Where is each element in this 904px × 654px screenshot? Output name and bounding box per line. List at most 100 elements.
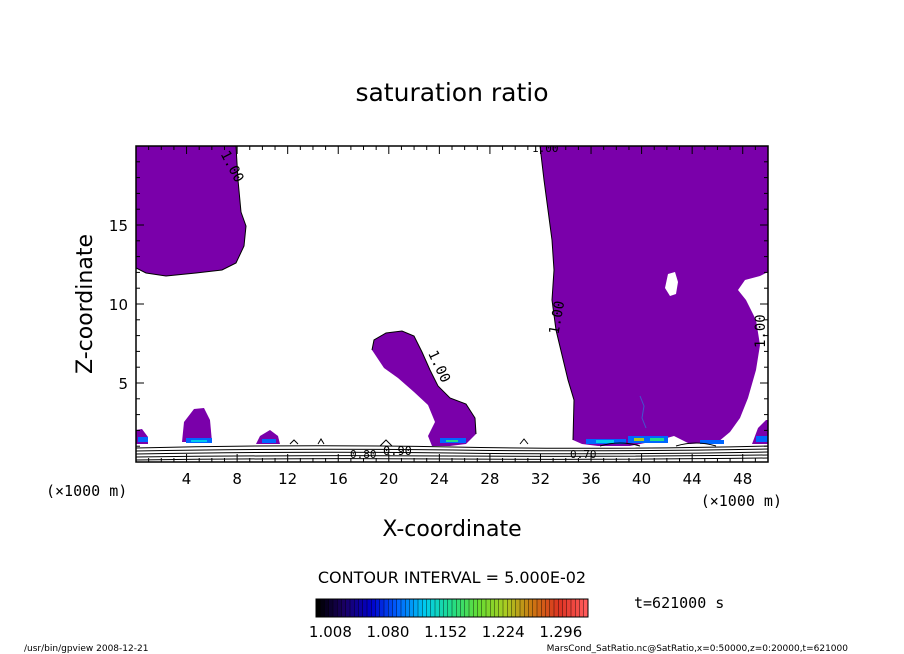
contour-edges — [136, 146, 647, 441]
x-tick-label: 44 — [683, 470, 702, 488]
colorbar-cell — [520, 599, 525, 617]
saturated-region-bump — [182, 408, 212, 442]
colorbar-cell — [328, 599, 334, 617]
colorbar-cell — [439, 599, 444, 617]
colorbar-cell — [554, 599, 559, 617]
colorbar-cell — [401, 599, 406, 617]
contour-label: 1.00 — [753, 314, 769, 348]
x-tick-label: 28 — [480, 470, 499, 488]
colorbar-cell — [469, 599, 474, 617]
colorbar-tick-label: 1.008 — [309, 623, 352, 641]
colorbar-cell — [562, 599, 568, 617]
colorbar-cell — [473, 599, 478, 617]
colorbar-cell — [515, 599, 521, 617]
colorbar-cell — [575, 599, 580, 617]
colorbar-cell — [324, 599, 330, 617]
colorbar-cell — [528, 599, 534, 617]
colorbar-cell — [435, 599, 440, 617]
colorbar-cell — [541, 599, 546, 617]
colorbar-cell — [337, 599, 342, 617]
high-value-cells — [138, 436, 768, 444]
y-axis: 5 10 15 — [109, 161, 768, 447]
colorbar-cell — [537, 599, 542, 617]
colorbar-cell — [503, 599, 508, 617]
y-unit-label: (×1000 m) — [46, 482, 127, 500]
colorbar-cell — [490, 599, 495, 617]
colorbar-cell — [379, 599, 385, 617]
colorbar-cell — [549, 599, 555, 617]
x-tick-label: 4 — [182, 470, 192, 488]
y-tick-label: 5 — [118, 375, 128, 393]
x-tick-label: 20 — [379, 470, 398, 488]
x-tick-label: 36 — [581, 470, 600, 488]
colorbar-tick-label: 1.152 — [424, 623, 467, 641]
colorbar-cell — [358, 599, 364, 617]
colorbar-cell — [422, 599, 427, 617]
colorbar-cell — [371, 599, 376, 617]
colorbar-cell — [452, 599, 457, 617]
colorbar-cell — [558, 599, 563, 617]
colorbar-cell — [409, 599, 415, 617]
colorbar-cell — [350, 599, 355, 617]
colorbar-tick-label: 1.080 — [367, 623, 410, 641]
colorbar-cell — [354, 599, 359, 617]
colorbar-cell — [464, 599, 470, 617]
contour-label: 0.70 — [570, 448, 597, 461]
colorbar-cell — [494, 599, 500, 617]
saturated-region-right — [540, 146, 768, 446]
x-tick-label: 12 — [278, 470, 297, 488]
x-tick-label: 24 — [430, 470, 449, 488]
colorbar-cell — [384, 599, 389, 617]
colorbar-cell — [524, 599, 529, 617]
colorbar-cell — [405, 599, 410, 617]
contour-interval-text: CONTOUR INTERVAL = 5.000E-02 — [318, 568, 586, 587]
colorbar-labels: 1.008 1.080 1.152 1.224 1.296 — [309, 623, 582, 641]
colorbar-cell — [511, 599, 517, 617]
colorbar-cell — [375, 599, 381, 617]
colorbar-cell — [571, 599, 576, 617]
colorbar-cell — [413, 599, 419, 617]
x-axis: 4 8 12 16 20 24 28 32 36 40 44 48 — [148, 146, 756, 488]
time-label: t=621000 s — [634, 594, 724, 612]
x-unit-label: (×1000 m) — [701, 492, 782, 510]
colorbar-cell — [392, 599, 398, 617]
colorbar-cell — [583, 599, 589, 617]
x-tick-label: 8 — [232, 470, 242, 488]
x-axis-title: X-coordinate — [382, 517, 521, 542]
colorbar-cell — [477, 599, 483, 617]
colorbar-tick-label: 1.296 — [539, 623, 582, 641]
colorbar-cell — [426, 599, 432, 617]
colorbar-cell — [418, 599, 423, 617]
colorbar-cell — [498, 599, 504, 617]
contour-label: 1.00 — [547, 300, 569, 336]
plot-area: 1.00 1.00 1.00 1.00 1.00 0.90 0.80 0.70 — [136, 142, 769, 461]
x-tick-label: 32 — [531, 470, 550, 488]
colorbar-cell — [566, 599, 572, 617]
y-axis-title: Z-coordinate — [73, 234, 98, 374]
x-tick-label: 40 — [632, 470, 651, 488]
colorbar-cell — [507, 599, 512, 617]
contour-label: 0.90 — [383, 444, 412, 458]
saturated-region-upper-left — [136, 146, 246, 276]
surface-contours — [136, 438, 768, 461]
colorbar-cell — [316, 599, 321, 617]
contour-label: 1.00 — [532, 142, 559, 155]
x-tick-label: 16 — [329, 470, 348, 488]
unsaturated-hole — [665, 272, 678, 296]
colorbar-cell — [320, 599, 325, 617]
footer-right: MarsCond_SatRatio.nc@SatRatio,x=0:50000,… — [547, 644, 849, 654]
colorbar-cell — [460, 599, 466, 617]
colorbar-frame — [315, 598, 589, 618]
colorbar-cell — [545, 599, 551, 617]
colorbar-cell — [486, 599, 491, 617]
colorbar-cell — [367, 599, 372, 617]
y-tick-label: 10 — [109, 296, 128, 314]
colorbar-cell — [345, 599, 351, 617]
colorbar-cell — [447, 599, 453, 617]
colorbar-cell — [532, 599, 538, 617]
colorbar-cell — [333, 599, 338, 617]
colorbar-tick-label: 1.224 — [482, 623, 525, 641]
colorbar-cell — [341, 599, 347, 617]
x-tick-label: 48 — [733, 470, 752, 488]
